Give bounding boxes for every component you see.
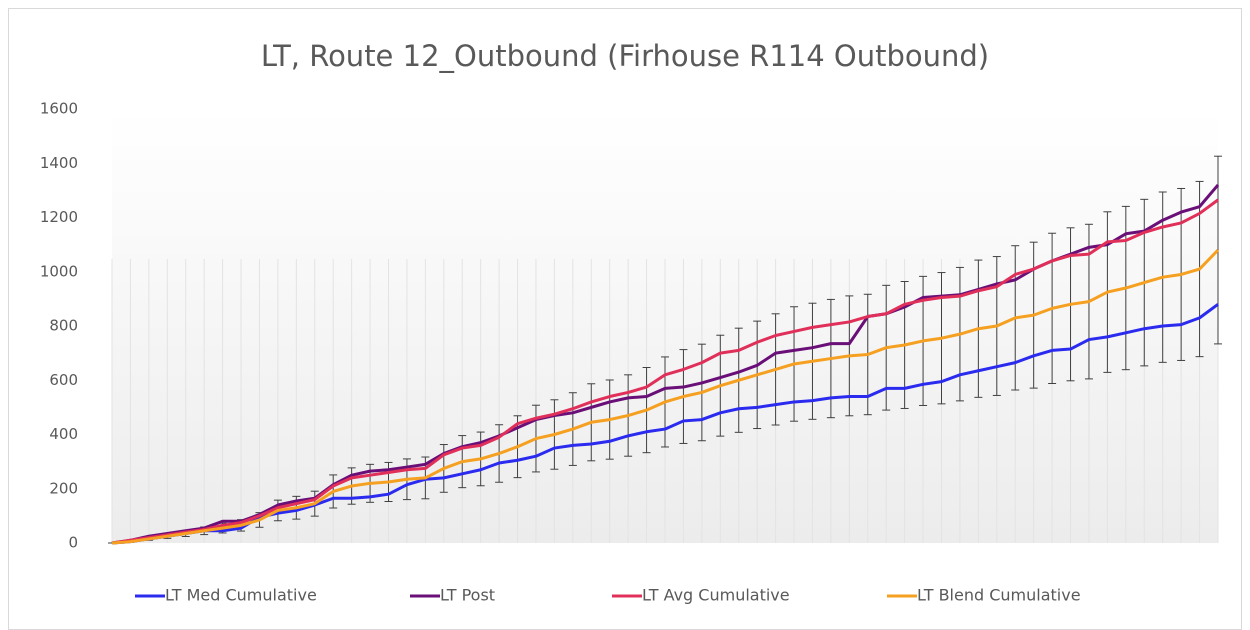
series-line (111, 198, 1219, 545)
y-tick-label: 200 (49, 479, 78, 497)
y-tick-label: 800 (49, 317, 78, 335)
series-line (111, 303, 1219, 545)
y-tick-label: 0 (68, 534, 78, 552)
y-tick-label: 1000 (40, 262, 78, 280)
legend-label: LT Avg Cumulative (642, 586, 790, 605)
y-tick-label: 600 (49, 371, 78, 389)
series-line (111, 249, 1220, 545)
y-tick-label: 1200 (40, 208, 78, 226)
legend-label: LT Med Cumulative (165, 586, 317, 605)
legend-label: LT Blend Cumulative (917, 586, 1081, 605)
y-tick-label: 1600 (40, 100, 78, 118)
legend-label: LT Post (440, 586, 495, 605)
y-tick-label: 1400 (40, 154, 78, 172)
y-tick-label: 400 (49, 425, 78, 443)
chart-title: LT, Route 12_Outbound (Firhouse R114 Out… (261, 39, 989, 73)
